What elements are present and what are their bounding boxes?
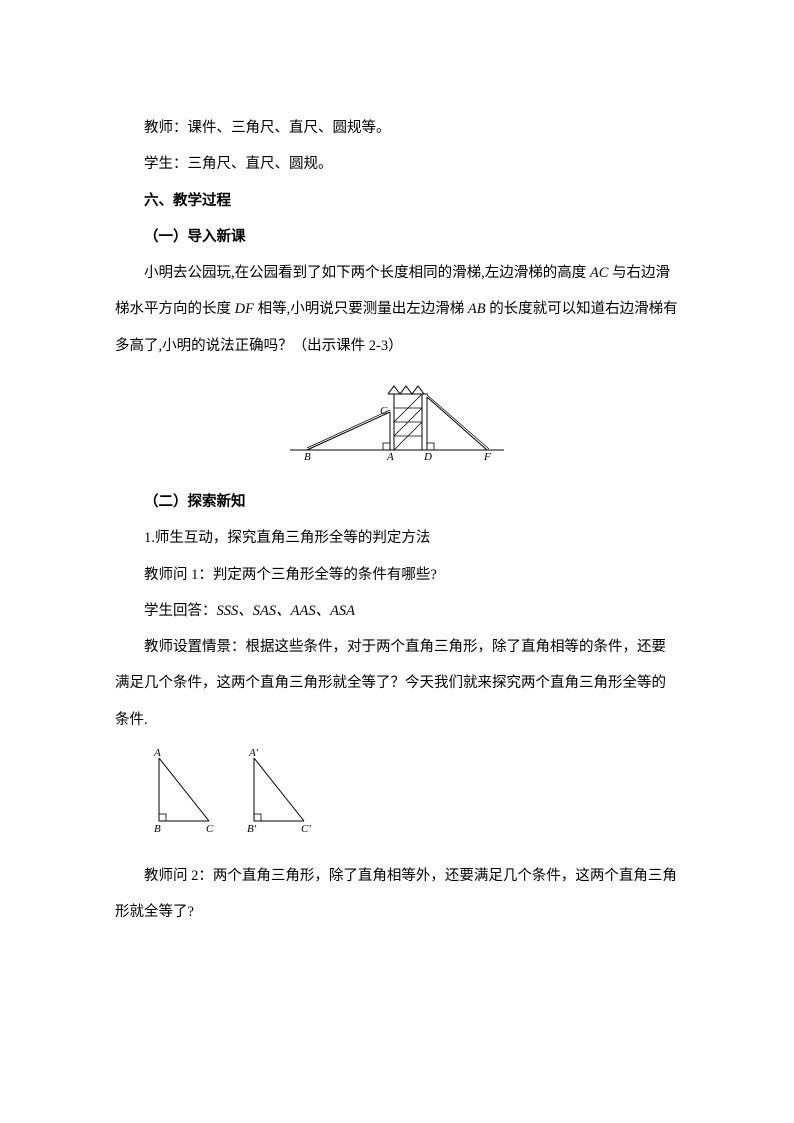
text-segment: 学生回答： [144,603,217,619]
label-a: A [386,451,394,462]
label-f: F [483,451,491,462]
var-ac: AC [590,265,609,281]
heading-intro: （一）导入新课 [115,219,679,255]
heading-six: 六、教学过程 [115,183,679,219]
label-b2: B [154,823,161,835]
text-segment: 相等,小明说只要测量出左边滑梯 [254,301,468,317]
label-b: B [304,451,311,462]
label-cp: C' [301,823,311,835]
label-bp: B' [247,823,257,835]
label-a2: A [153,747,161,759]
label-ap: A' [248,747,259,759]
label-d: D [423,451,432,462]
var-df: DF [235,301,254,317]
triangles-figure: A B C A' B' C' [144,746,679,850]
slide-figure: B A D F C [115,372,679,476]
para-student-tools: 学生：三角尺、直尺、圆规。 [115,146,679,182]
para-answer: 学生回答：SSS、SAS、AAS、ASA [115,593,679,629]
answer-methods: SSS、SAS、AAS、ASA [217,603,356,619]
para-q1: 教师问 1：判定两个三角形全等的条件有哪些? [115,557,679,593]
para-scenario: 教师设置情景：根据这些条件，对于两个直角三角形，除了直角相等的条件，还要满足几个… [115,629,679,738]
var-ab: AB [468,301,486,317]
para-activity: 1.师生互动，探究直角三角形全等的判定方法 [115,520,679,556]
para-teacher-tools: 教师：课件、三角尺、直尺、圆规等。 [115,110,679,146]
para-story: 小明去公园玩,在公园看到了如下两个长度相同的滑梯,左边滑梯的高度 AC 与右边滑… [115,255,679,364]
label-c2: C [206,823,214,835]
label-c: C [380,405,388,417]
heading-explore: （二）探索新知 [115,484,679,520]
para-q2: 教师问 2：两个直角三角形，除了直角相等外，还要满足几个条件，这两个直角三角形就… [115,858,679,931]
text-segment: 小明去公园玩,在公园看到了如下两个长度相同的滑梯,左边滑梯的高度 [144,265,590,281]
